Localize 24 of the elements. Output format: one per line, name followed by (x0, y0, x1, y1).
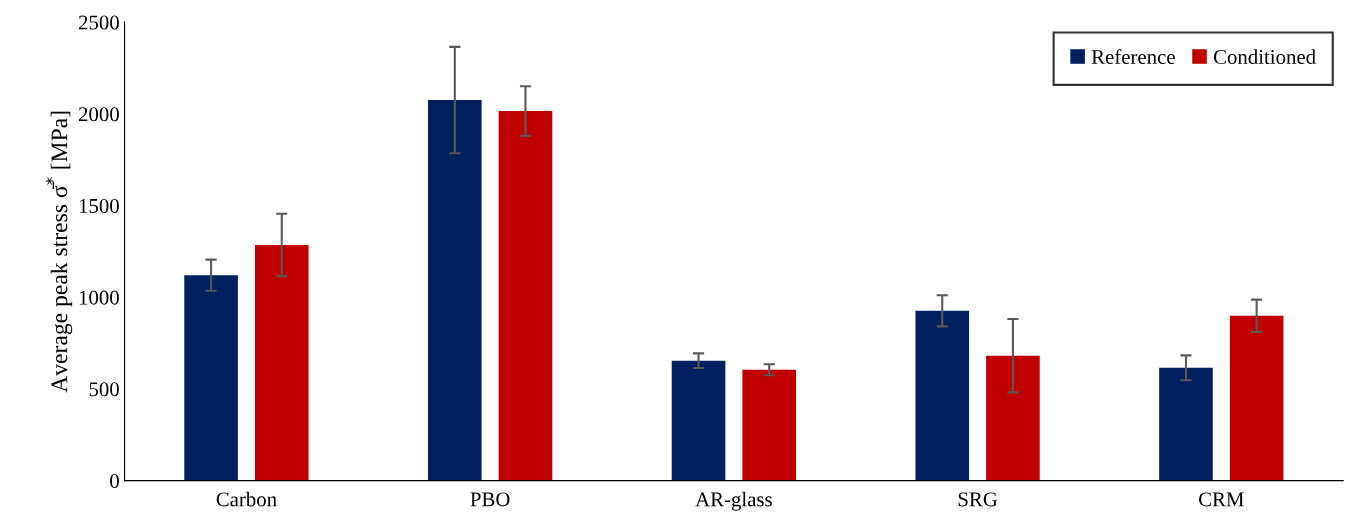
y-axis-title: Average peak stress σ̄$^{*}$ [MPa] (45, 111, 73, 393)
bar (254, 244, 309, 481)
y-tick-label: 1500 (79, 198, 119, 213)
bar (986, 355, 1040, 481)
bar (428, 100, 482, 481)
legend-label: Conditioned (1213, 49, 1316, 65)
y-tick-label: 2000 (78, 107, 119, 122)
x-tick-label: Carbon (216, 491, 277, 507)
x-tick-label: SRG (958, 492, 998, 507)
bar (742, 369, 797, 481)
bar (1159, 367, 1213, 481)
bar (915, 310, 970, 481)
bar (671, 360, 726, 481)
x-tick-label: CRM (1199, 492, 1244, 507)
legend-label: Reference (1091, 49, 1175, 65)
y-tick-label: 2500 (78, 15, 119, 30)
y-tick-label: 500 (89, 382, 119, 397)
y-tick-label: 1000 (79, 290, 119, 305)
x-tick-label: PBO (470, 492, 510, 507)
y-tick-label: 0 (110, 474, 119, 489)
bar (184, 275, 238, 481)
bar (1229, 315, 1284, 481)
x-tick-label: AR-glass (695, 491, 772, 511)
bar (498, 111, 553, 481)
